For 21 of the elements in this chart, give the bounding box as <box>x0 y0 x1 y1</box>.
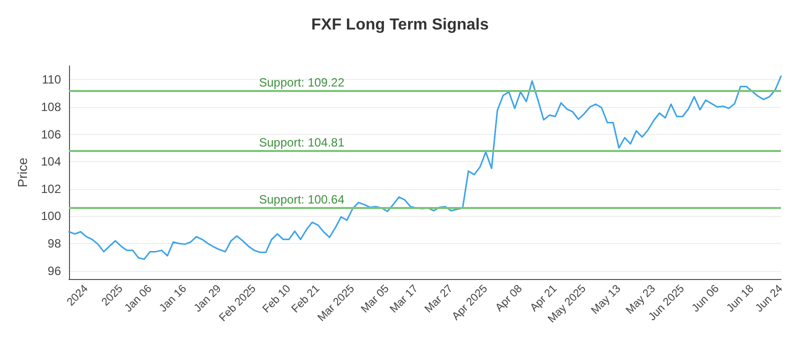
y-tick-label: 108 <box>40 100 62 114</box>
ref-line-label: Support: 100.64 <box>259 192 345 206</box>
x-tick-label: Apr 08 <box>493 282 525 314</box>
line-series <box>68 75 782 260</box>
y-tick-label: 96 <box>48 264 62 278</box>
y-tick-label: 106 <box>40 127 62 142</box>
ref-line-label: Support: 109.22 <box>259 75 345 90</box>
y-tick-label: 102 <box>40 182 62 196</box>
ref-line-label: Support: 104.81 <box>259 136 345 150</box>
chart-title: FXF Long Term Signals <box>311 16 489 34</box>
x-tick-label: Mar 17 <box>388 282 421 316</box>
y-tick-label: 104 <box>40 154 62 169</box>
x-tick-label: May 13 <box>589 282 624 317</box>
x-tick-label: Jan 16 <box>157 282 190 315</box>
y-axis-title: Price <box>15 158 30 188</box>
y-tick-label: 110 <box>42 72 62 87</box>
x-tick-label: Feb 21 <box>289 282 322 316</box>
y-tick-label: 100 <box>40 209 62 224</box>
x-tick-label: Jan 06 <box>122 282 154 315</box>
x-tick-label: Jun 06 <box>690 282 722 315</box>
y-tick-label: 98 <box>48 236 62 250</box>
